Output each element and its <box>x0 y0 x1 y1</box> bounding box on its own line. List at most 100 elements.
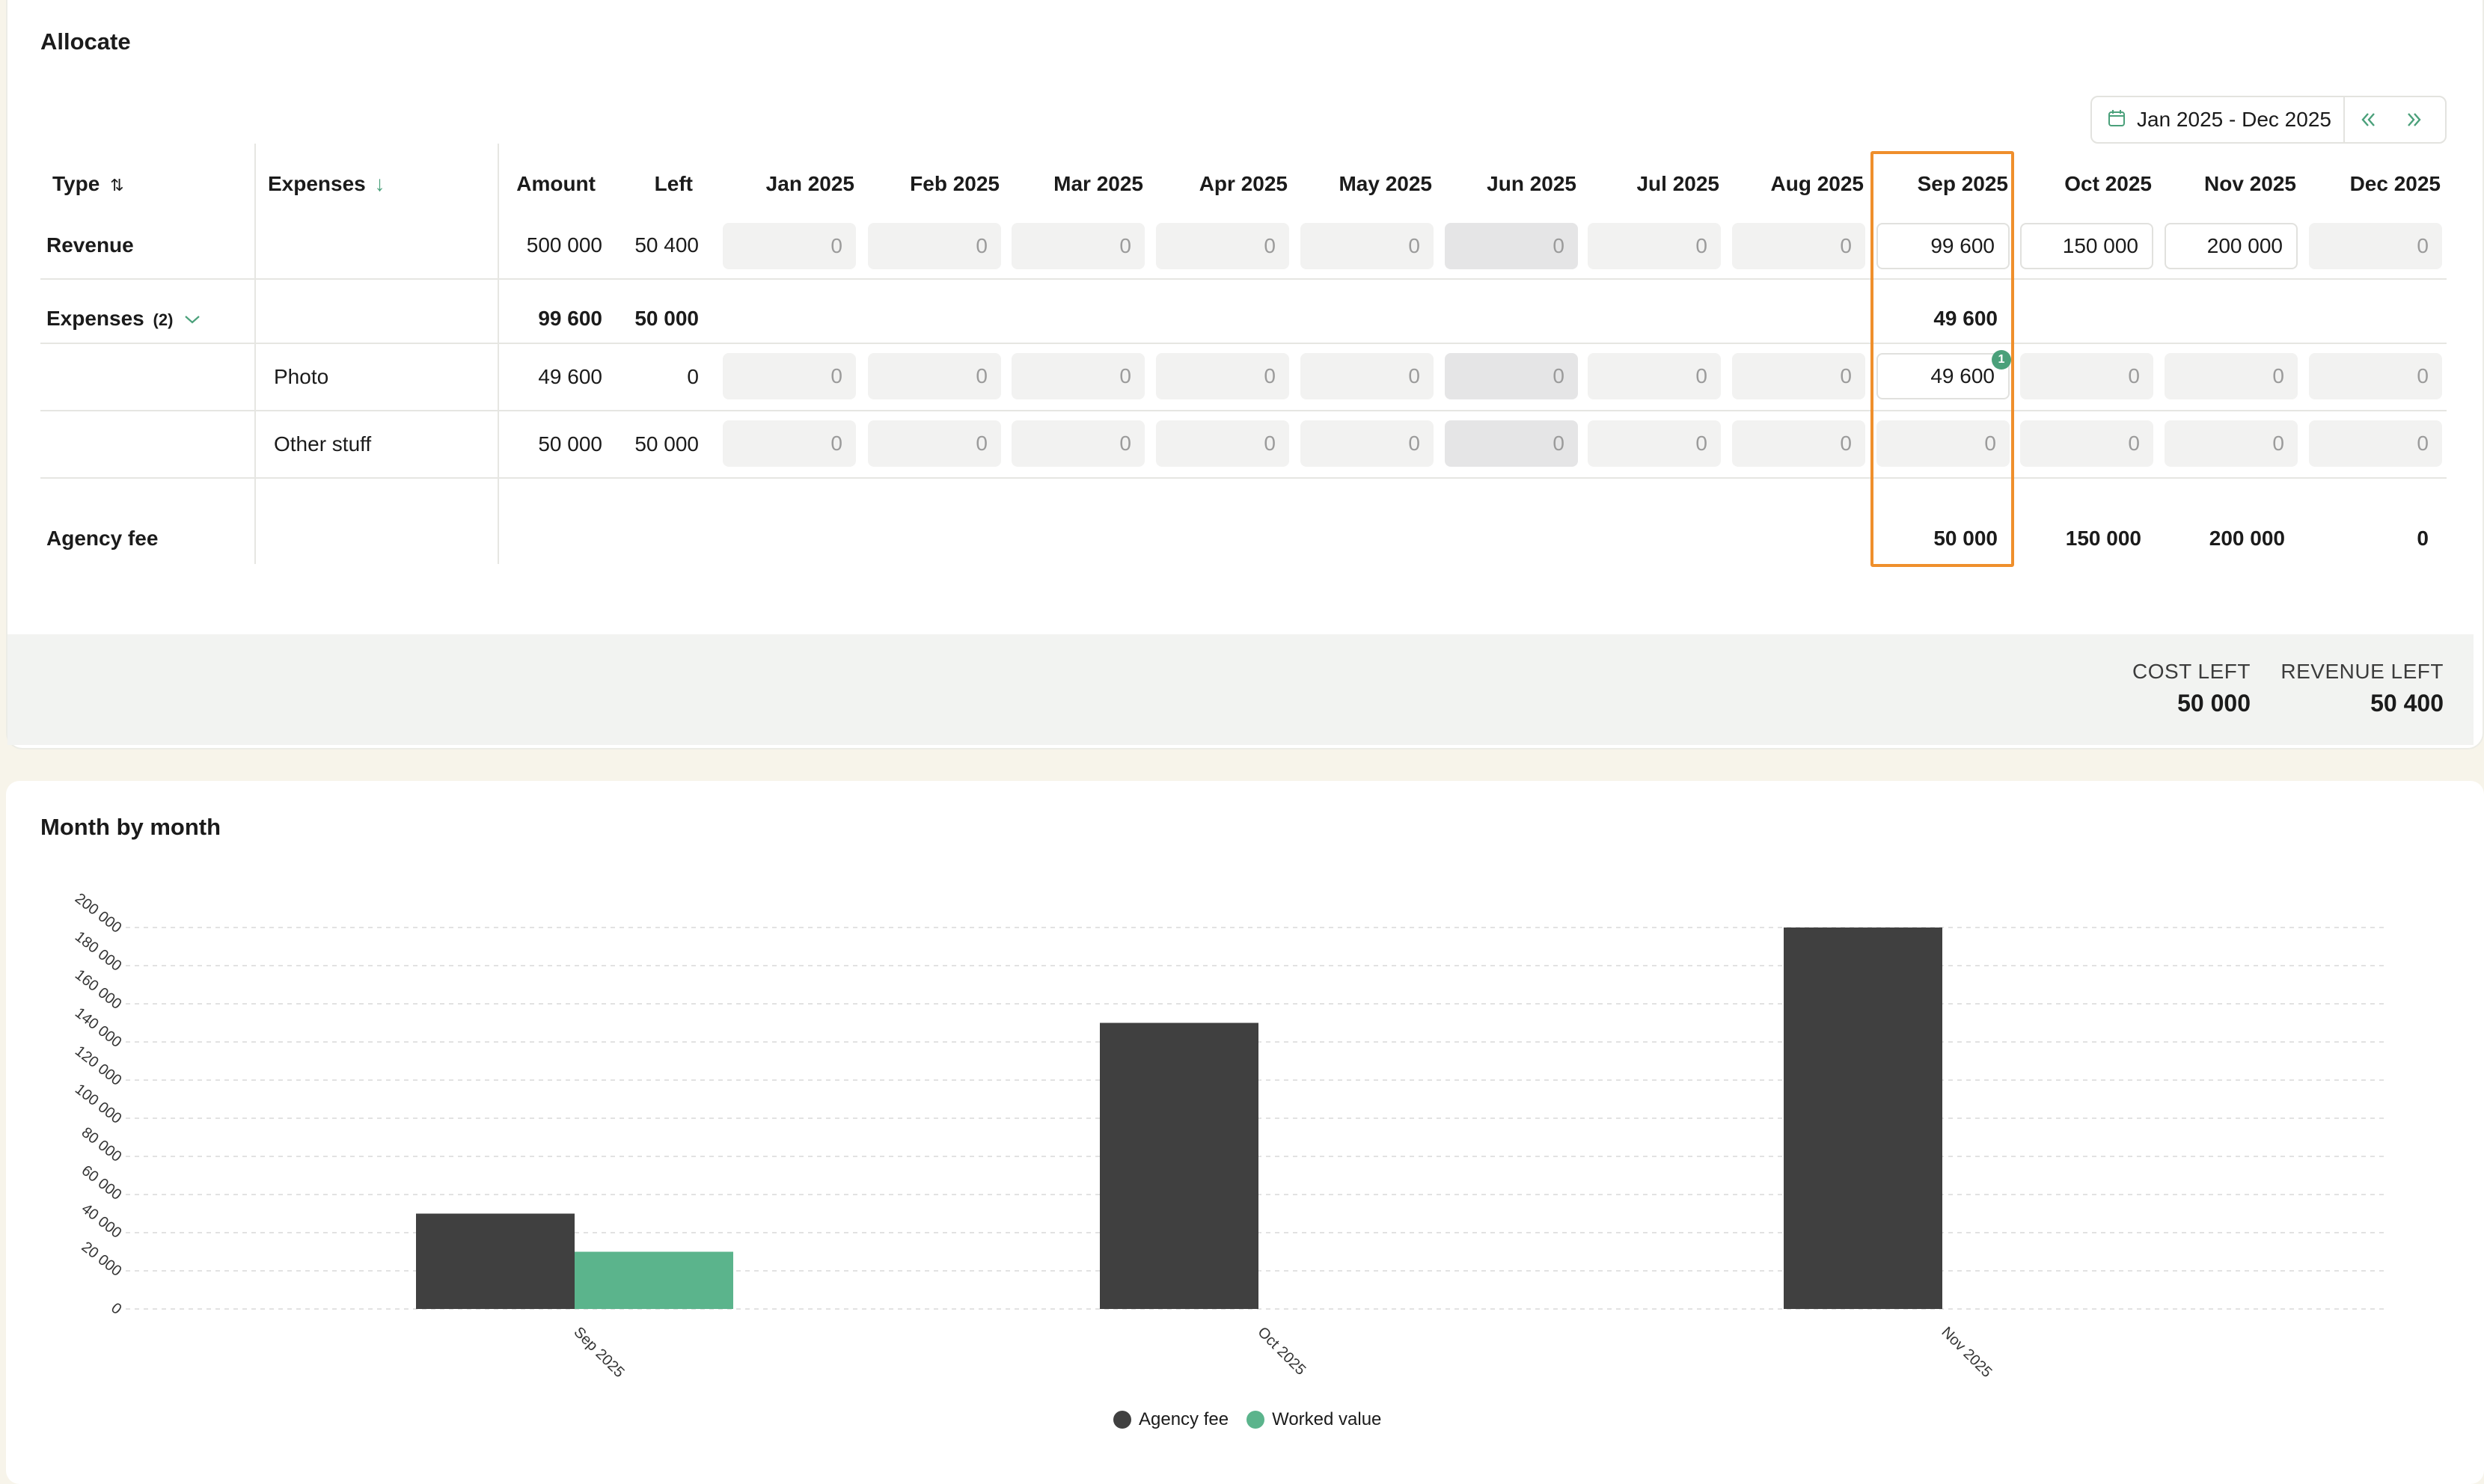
other-input-may[interactable]: 0 <box>1300 420 1434 467</box>
other-input-apr[interactable]: 0 <box>1156 420 1289 467</box>
photo-sep-badge: 1 <box>1992 350 2011 370</box>
revenue-input-apr[interactable]: 0 <box>1156 223 1289 269</box>
row-divider <box>40 477 2447 479</box>
other-input-oct[interactable]: 0 <box>2020 420 2153 467</box>
other-input-jun[interactable]: 0 <box>1445 420 1578 467</box>
column-header-type[interactable]: Type ⇅ <box>52 172 124 196</box>
sort-icon[interactable]: ⇅ <box>110 176 124 194</box>
expenses-amount: 99 600 <box>538 307 602 330</box>
sort-down-icon[interactable]: ↓ <box>374 172 385 195</box>
x-tick-label: Sep 2025 <box>570 1324 627 1381</box>
photo-input-may[interactable]: 0 <box>1300 353 1434 399</box>
photo-input-jul[interactable]: 0 <box>1588 353 1721 399</box>
revenue-input-mar[interactable]: 0 <box>1012 223 1145 269</box>
legend-dot-worked-value <box>1246 1411 1265 1429</box>
row-divider <box>40 278 2447 280</box>
column-divider <box>254 144 256 564</box>
column-header-dec: Dec 2025 <box>2349 172 2441 195</box>
revenue-input-nov[interactable]: 200 000 <box>2165 223 2298 269</box>
revenue-input-may[interactable]: 0 <box>1300 223 1434 269</box>
revenue-input-feb[interactable]: 0 <box>868 223 1001 269</box>
revenue-input-aug[interactable]: 0 <box>1732 223 1865 269</box>
photo-input-oct[interactable]: 0 <box>2020 353 2153 399</box>
photo-input-nov[interactable]: 0 <box>2165 353 2298 399</box>
calendar-icon <box>2107 108 2126 132</box>
column-header-type-label: Type <box>52 172 100 195</box>
column-divider <box>498 144 499 564</box>
column-header-nov: Nov 2025 <box>2204 172 2296 195</box>
expenses-sep-total: 49 600 <box>1933 307 1998 330</box>
row-label-photo: Photo <box>274 365 329 388</box>
row-label-revenue: Revenue <box>46 233 134 257</box>
photo-input-aug[interactable]: 0 <box>1732 353 1865 399</box>
bar-agency-fee-oct-2025[interactable] <box>1100 1022 1258 1310</box>
photo-input-jan[interactable]: 0 <box>723 353 856 399</box>
revenue-input-dec[interactable]: 0 <box>2309 223 2442 269</box>
photo-input-dec[interactable]: 0 <box>2309 353 2442 399</box>
legend-item-agency-fee[interactable]: Agency fee <box>1113 1409 1229 1430</box>
column-header-jul: Jul 2025 <box>1636 172 1719 195</box>
column-header-aug: Aug 2025 <box>1770 172 1864 195</box>
photo-input-apr[interactable]: 0 <box>1156 353 1289 399</box>
other-input-feb[interactable]: 0 <box>868 420 1001 467</box>
expenses-group-label: Expenses <box>46 307 144 330</box>
expenses-left: 50 000 <box>634 307 699 330</box>
other-input-jan[interactable]: 0 <box>723 420 856 467</box>
summary-band <box>7 634 2474 745</box>
other-input-sep[interactable]: 0 <box>1876 420 2010 467</box>
photo-left: 0 <box>687 365 699 388</box>
photo-input-mar[interactable]: 0 <box>1012 353 1145 399</box>
bar-worked-value-sep-2025[interactable] <box>575 1251 733 1310</box>
double-chevron-right-icon[interactable] <box>2391 97 2438 142</box>
y-tick-label: 80 000 <box>79 1124 125 1165</box>
legend-item-worked-value[interactable]: Worked value <box>1246 1409 1381 1430</box>
chevron-down-icon[interactable] <box>183 307 201 330</box>
revenue-amount: 500 000 <box>526 233 602 257</box>
row-label-expenses[interactable]: Expenses (2) <box>46 307 201 331</box>
photo-input-jun[interactable]: 0 <box>1445 353 1578 399</box>
column-header-jan: Jan 2025 <box>765 172 854 195</box>
column-header-mar: Mar 2025 <box>1053 172 1143 195</box>
x-tick-label: Nov 2025 <box>1938 1324 1995 1381</box>
x-tick-label: Oct 2025 <box>1254 1324 1309 1379</box>
y-tick-label: 60 000 <box>79 1162 125 1204</box>
revenue-input-oct[interactable]: 150 000 <box>2020 223 2153 269</box>
double-chevron-left-icon[interactable] <box>2345 97 2391 142</box>
column-header-left: Left <box>654 172 693 195</box>
other-input-mar[interactable]: 0 <box>1012 420 1145 467</box>
cost-left-value: 50 000 <box>2177 690 2251 717</box>
chart-title: Month by month <box>40 814 221 840</box>
legend-dot-agency-fee <box>1113 1411 1131 1429</box>
other-input-dec[interactable]: 0 <box>2309 420 2442 467</box>
column-header-expenses[interactable]: Expenses ↓ <box>268 172 385 196</box>
bar-agency-fee-sep-2025[interactable] <box>416 1213 575 1310</box>
other-amount: 50 000 <box>538 432 602 456</box>
agency-fee-dec: 0 <box>2417 527 2429 550</box>
legend-label-agency-fee: Agency fee <box>1139 1409 1229 1429</box>
legend-label-worked-value: Worked value <box>1272 1409 1382 1429</box>
date-range-picker[interactable]: Jan 2025 - Dec 2025 <box>2090 96 2447 144</box>
photo-input-feb[interactable]: 0 <box>868 353 1001 399</box>
column-header-expenses-label: Expenses <box>268 172 366 195</box>
y-tick-label: 180 000 <box>72 928 125 975</box>
other-input-jul[interactable]: 0 <box>1588 420 1721 467</box>
revenue-input-jun[interactable]: 0 <box>1445 223 1578 269</box>
chart-legend: Agency fee Worked value <box>1113 1409 1399 1430</box>
revenue-input-jul[interactable]: 0 <box>1588 223 1721 269</box>
y-tick-label: 200 000 <box>72 890 125 936</box>
photo-input-sep[interactable]: 49 600 <box>1876 353 2010 399</box>
revenue-left-value: 50 400 <box>2370 690 2444 717</box>
other-input-nov[interactable]: 0 <box>2165 420 2298 467</box>
date-range-label: Jan 2025 - Dec 2025 <box>2137 108 2331 131</box>
date-range-button[interactable]: Jan 2025 - Dec 2025 <box>2092 97 2345 142</box>
revenue-input-jan[interactable]: 0 <box>723 223 856 269</box>
bar-agency-fee-nov-2025[interactable] <box>1784 927 1942 1309</box>
other-input-aug[interactable]: 0 <box>1732 420 1865 467</box>
other-left: 50 000 <box>634 432 699 456</box>
y-tick-label: 20 000 <box>79 1239 125 1280</box>
row-divider <box>40 343 2447 344</box>
y-tick-label: 100 000 <box>72 1081 125 1127</box>
y-tick-label: 40 000 <box>79 1201 125 1242</box>
revenue-input-sep[interactable]: 99 600 <box>1876 223 2010 269</box>
